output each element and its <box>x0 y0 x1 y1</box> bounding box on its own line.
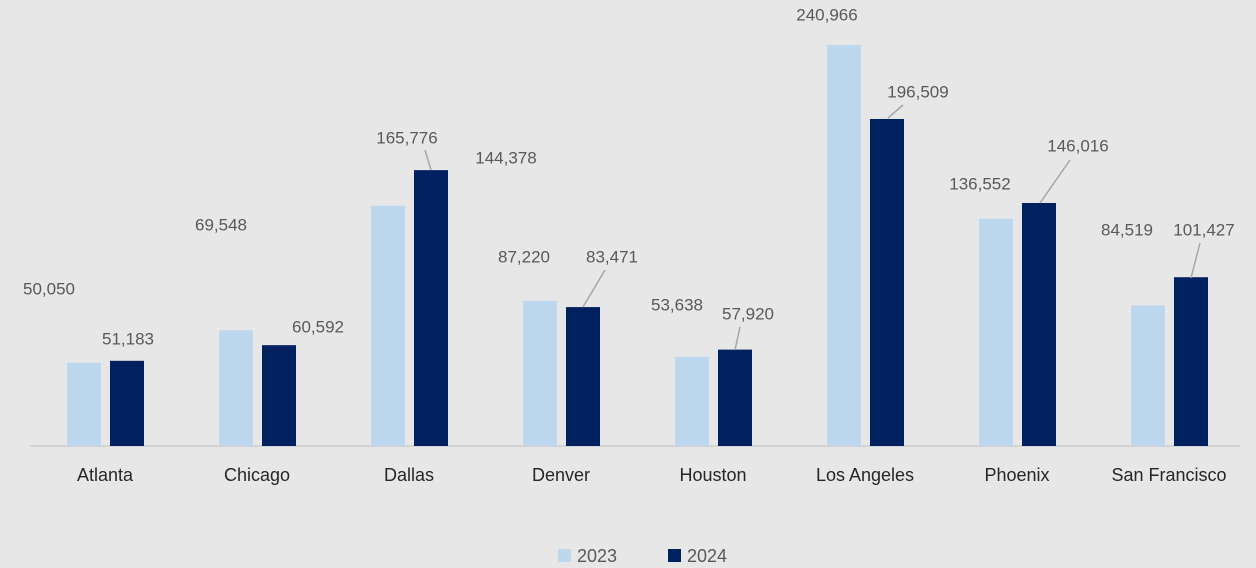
data-label: 57,920 <box>722 304 774 323</box>
bar <box>219 330 253 446</box>
bar <box>827 45 861 446</box>
data-label: 136,552 <box>949 174 1010 193</box>
bar <box>67 362 101 446</box>
bar <box>1131 305 1165 446</box>
data-label: 196,509 <box>887 82 948 101</box>
bar <box>414 170 448 446</box>
bar <box>110 360 144 446</box>
leader-line <box>734 326 741 351</box>
x-tick-label: Chicago <box>224 465 290 485</box>
bar <box>718 349 752 446</box>
data-label: 53,638 <box>651 295 703 314</box>
bar <box>566 307 600 446</box>
bar <box>262 345 296 446</box>
data-label: 60,592 <box>292 317 344 336</box>
data-label: 87,220 <box>498 247 550 266</box>
data-label: 240,966 <box>796 5 857 24</box>
data-label: 101,427 <box>1173 220 1234 239</box>
legend-label: 2024 <box>687 546 727 566</box>
bar <box>870 118 904 447</box>
data-label: 165,776 <box>376 128 437 147</box>
leader-line <box>887 104 904 119</box>
data-label: 51,183 <box>102 329 154 348</box>
leader-line <box>1190 242 1201 279</box>
x-tick-label: Denver <box>532 465 590 485</box>
data-label: 69,548 <box>195 215 247 234</box>
leader-line <box>1039 159 1071 204</box>
x-tick-label: Dallas <box>384 465 434 485</box>
bar <box>979 218 1013 446</box>
x-tick-label: Los Angeles <box>816 465 914 485</box>
legend-swatch <box>558 549 571 562</box>
legend-label: 2023 <box>577 546 617 566</box>
data-label: 84,519 <box>1101 220 1153 239</box>
x-tick-label: Atlanta <box>77 465 134 485</box>
x-tick-label: Phoenix <box>984 465 1049 485</box>
data-label: 83,471 <box>586 247 638 266</box>
data-label: 144,378 <box>475 148 536 167</box>
data-label: 50,050 <box>23 279 75 298</box>
leader-line <box>582 269 606 308</box>
x-tick-label: San Francisco <box>1111 465 1226 485</box>
bar <box>1174 277 1208 446</box>
bar <box>675 356 709 446</box>
x-tick-label: Houston <box>679 465 746 485</box>
data-label: 146,016 <box>1047 136 1108 155</box>
bar <box>371 205 405 446</box>
bar <box>523 300 557 446</box>
bar <box>1022 203 1056 446</box>
leader-line <box>424 149 432 171</box>
legend-swatch <box>668 549 681 562</box>
